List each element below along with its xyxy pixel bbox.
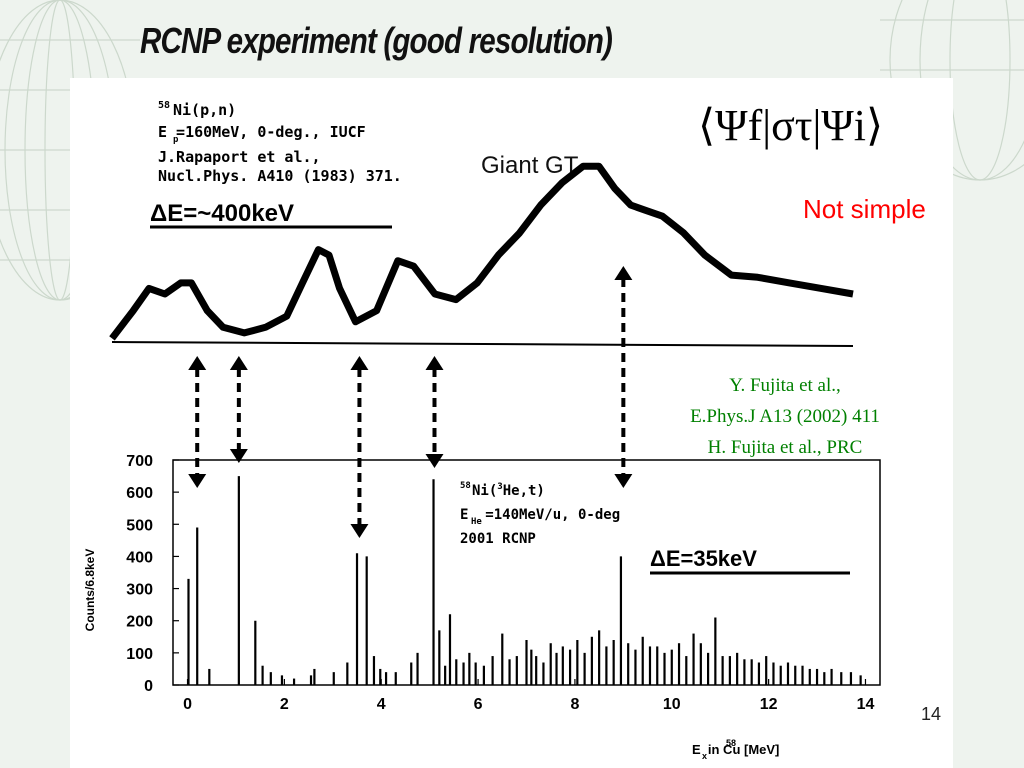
x-axis-label: E in Cu [MeV] x 58 — [692, 738, 779, 761]
page-number: 14 — [921, 704, 942, 724]
y-axis-label: Counts/6.8keV — [83, 549, 97, 632]
x-tick-label: 10 — [663, 696, 681, 713]
x-axis-label-subscript: x — [702, 751, 707, 761]
references: Y. Fujita et al., E.Phys.J A13 (2002) 41… — [690, 375, 880, 458]
matrix-element-formula: ⟨Ψf|στ|Ψi⟩ — [698, 101, 884, 150]
arrow-head-up — [188, 356, 207, 370]
bottom-resolution-label: ΔE=35keV — [650, 546, 757, 571]
arrow-head-up — [614, 266, 633, 280]
info-line-4: Nucl.Phys. A410 (1983) 371. — [158, 167, 402, 185]
x-axis-label-superscript: 58 — [726, 738, 736, 748]
x-axis-label-text: E in Cu [MeV] — [692, 742, 779, 757]
lab-label: 2001 RCNP — [460, 531, 536, 547]
arrow-head-down — [229, 449, 248, 463]
x-tick-label: 14 — [857, 696, 875, 713]
y-tick-label: 200 — [126, 614, 153, 631]
arrow-head-down — [188, 474, 207, 488]
top-baseline — [111, 341, 854, 347]
y-tick-label: 700 — [126, 453, 153, 470]
y-tick-label: 500 — [126, 517, 153, 534]
arrow-head-up — [425, 356, 444, 370]
slide-title: RCNP experiment (good resolution) — [140, 20, 613, 61]
x-tick-label: 12 — [760, 696, 778, 713]
giant-gt-label: Giant GT — [481, 152, 579, 179]
info-line-2: E =160MeV, 0-deg., IUCF — [158, 123, 366, 141]
reaction-mass: 58 — [460, 481, 471, 491]
reference-line-1: Y. Fujita et al., — [729, 375, 841, 396]
reaction-label: Ni(3He,t) — [472, 482, 545, 499]
y-tick-label: 0 — [144, 678, 153, 695]
beam-label: E =140MeV/u, 0-deg — [460, 507, 620, 523]
x-tick-label: 8 — [570, 696, 579, 713]
spectra-chart: 58 Ni(p,n) E =160MeV, 0-deg., IUCF p J.R… — [83, 100, 881, 761]
info-superscript: 58 — [158, 100, 170, 111]
correspondence-arrows — [188, 266, 633, 538]
spectra-figure: 58 Ni(p,n) E =160MeV, 0-deg., IUCF p J.R… — [70, 78, 953, 768]
x-tick-label: 2 — [280, 696, 289, 713]
top-info-block: 58 Ni(p,n) E =160MeV, 0-deg., IUCF p J.R… — [158, 100, 402, 185]
not-simple-label: Not simple — [803, 194, 926, 224]
y-tick-label: 100 — [126, 646, 153, 663]
arrow-head-up — [350, 356, 369, 370]
info-line-1: Ni(p,n) — [173, 101, 236, 119]
info-line-3: J.Rapaport et al., — [158, 148, 321, 166]
info-subscript: p — [173, 135, 179, 145]
bottom-spectrum-peaks — [187, 476, 862, 685]
x-tick-label: 4 — [377, 696, 386, 713]
reference-line-2: E.Phys.J A13 (2002) 411 — [690, 406, 880, 427]
x-tick-label: 0 — [183, 696, 192, 713]
reference-line-3: H. Fujita et al., PRC — [708, 437, 863, 458]
beam-subscript: He — [471, 517, 482, 527]
arrow-head-down — [425, 454, 444, 468]
top-resolution-label: ΔE=~400keV — [150, 200, 294, 227]
bottom-info-block: 58 Ni(3He,t) E =140MeV/u, 0-deg He 2001 … — [460, 481, 620, 547]
y-tick-label: 600 — [126, 485, 153, 502]
arrow-head-down — [350, 524, 369, 538]
arrow-head-up — [229, 356, 248, 370]
arrow-head-down — [614, 474, 633, 488]
top-spectrum-trace — [109, 162, 854, 341]
y-tick-label: 400 — [126, 549, 153, 566]
y-tick-label: 300 — [126, 582, 153, 599]
x-tick-label: 6 — [474, 696, 483, 713]
